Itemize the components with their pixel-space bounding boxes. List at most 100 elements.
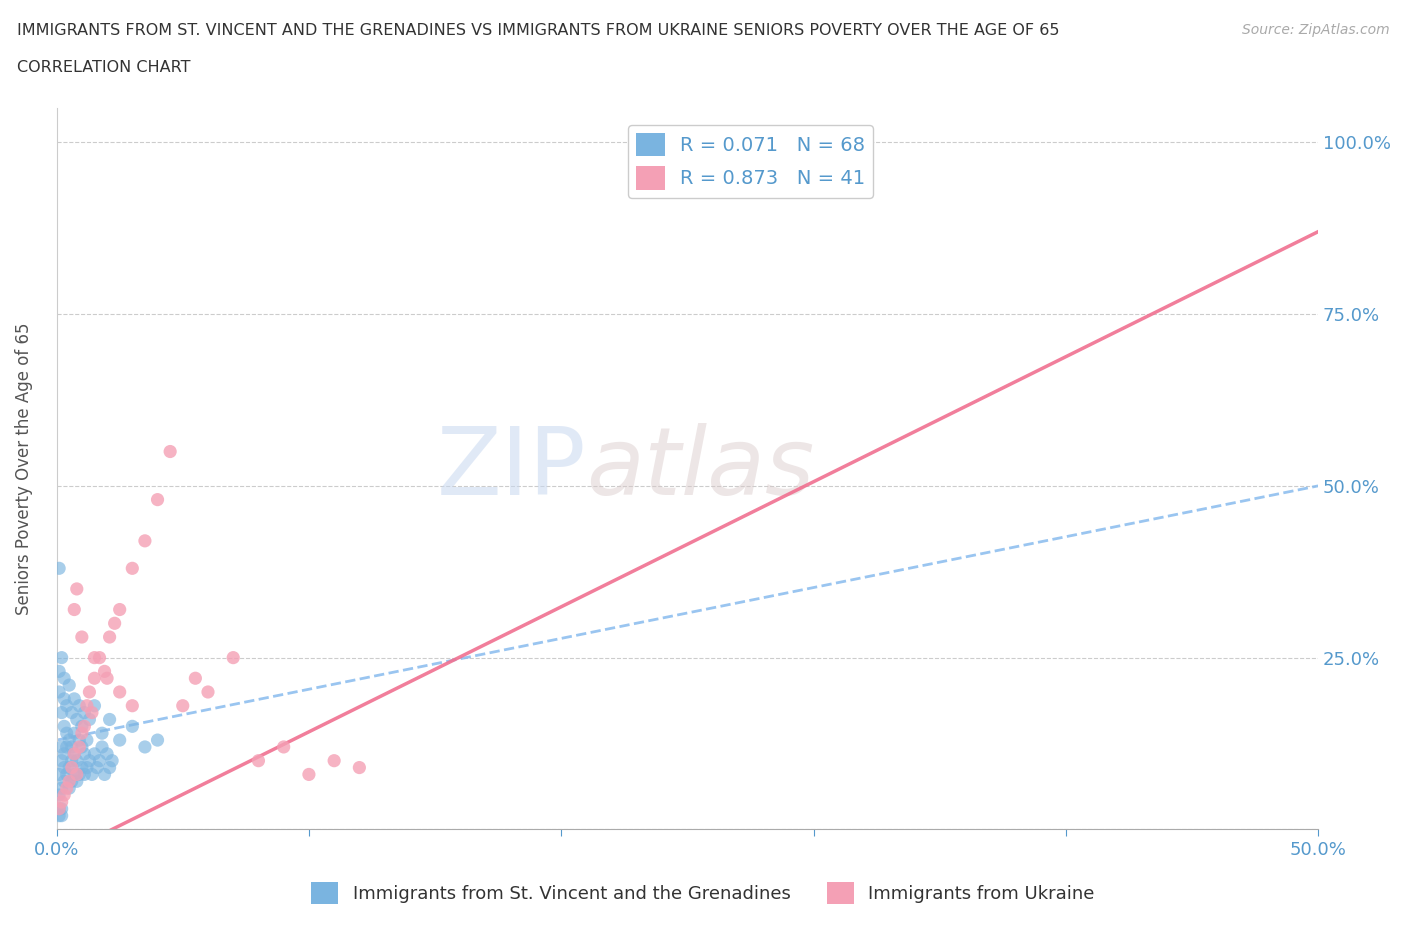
Text: atlas: atlas bbox=[586, 423, 814, 514]
Point bbox=[55, 739, 77, 754]
Point bbox=[172, 698, 194, 713]
Point bbox=[83, 747, 105, 762]
Point bbox=[67, 733, 90, 748]
Point bbox=[134, 534, 156, 549]
Point bbox=[63, 767, 86, 782]
Point bbox=[63, 602, 86, 617]
Point bbox=[108, 733, 131, 748]
Point bbox=[48, 788, 70, 803]
Point bbox=[66, 774, 89, 789]
Point bbox=[48, 664, 70, 679]
Point bbox=[51, 808, 73, 823]
Point bbox=[51, 802, 73, 817]
Point bbox=[83, 698, 105, 713]
Point bbox=[53, 671, 76, 685]
Point bbox=[134, 739, 156, 754]
Point bbox=[66, 767, 89, 782]
Point bbox=[146, 733, 169, 748]
Point bbox=[146, 492, 169, 507]
Point bbox=[91, 739, 114, 754]
Point bbox=[73, 705, 96, 720]
Point bbox=[247, 753, 270, 768]
Point bbox=[53, 788, 76, 803]
Point bbox=[66, 712, 89, 727]
Point bbox=[63, 747, 86, 762]
Point bbox=[98, 630, 121, 644]
Point bbox=[60, 760, 83, 775]
Text: CORRELATION CHART: CORRELATION CHART bbox=[17, 60, 190, 75]
Point bbox=[53, 760, 76, 775]
Point bbox=[159, 445, 181, 459]
Point bbox=[121, 719, 143, 734]
Point bbox=[184, 671, 207, 685]
Point bbox=[349, 760, 371, 775]
Point bbox=[108, 684, 131, 699]
Point bbox=[63, 725, 86, 740]
Point bbox=[222, 650, 245, 665]
Point bbox=[55, 780, 77, 795]
Point bbox=[51, 794, 73, 809]
Point bbox=[70, 719, 93, 734]
Y-axis label: Seniors Poverty Over the Age of 65: Seniors Poverty Over the Age of 65 bbox=[15, 323, 32, 615]
Point bbox=[53, 691, 76, 706]
Point bbox=[55, 767, 77, 782]
Point bbox=[70, 725, 93, 740]
Point bbox=[108, 602, 131, 617]
Text: IMMIGRANTS FROM ST. VINCENT AND THE GRENADINES VS IMMIGRANTS FROM UKRAINE SENIOR: IMMIGRANTS FROM ST. VINCENT AND THE GREN… bbox=[17, 23, 1059, 38]
Point bbox=[96, 747, 118, 762]
Point bbox=[67, 767, 90, 782]
Point bbox=[60, 774, 83, 789]
Point bbox=[58, 733, 80, 748]
Point bbox=[76, 698, 98, 713]
Point bbox=[55, 698, 77, 713]
Point bbox=[51, 753, 73, 768]
Point bbox=[76, 760, 98, 775]
Point bbox=[80, 767, 103, 782]
Point bbox=[48, 684, 70, 699]
Point bbox=[73, 767, 96, 782]
Point bbox=[48, 808, 70, 823]
Legend: R = 0.071   N = 68, R = 0.873   N = 41: R = 0.071 N = 68, R = 0.873 N = 41 bbox=[627, 125, 873, 198]
Point bbox=[79, 684, 101, 699]
Point bbox=[73, 719, 96, 734]
Point bbox=[121, 698, 143, 713]
Point bbox=[67, 698, 90, 713]
Point bbox=[86, 760, 108, 775]
Point bbox=[70, 739, 93, 754]
Point bbox=[66, 581, 89, 596]
Point bbox=[51, 705, 73, 720]
Point bbox=[55, 725, 77, 740]
Point bbox=[53, 719, 76, 734]
Point bbox=[91, 725, 114, 740]
Point bbox=[66, 753, 89, 768]
Point bbox=[89, 650, 111, 665]
Point bbox=[63, 691, 86, 706]
Point bbox=[73, 747, 96, 762]
Point bbox=[63, 747, 86, 762]
Point bbox=[53, 747, 76, 762]
Point bbox=[89, 753, 111, 768]
Point bbox=[664, 149, 686, 164]
Point bbox=[58, 760, 80, 775]
Point bbox=[79, 753, 101, 768]
Point bbox=[58, 678, 80, 693]
Point bbox=[60, 753, 83, 768]
Legend: Immigrants from St. Vincent and the Grenadines, Immigrants from Ukraine: Immigrants from St. Vincent and the Gren… bbox=[304, 875, 1102, 911]
Point bbox=[70, 630, 93, 644]
Point bbox=[58, 780, 80, 795]
Point bbox=[101, 753, 124, 768]
Point bbox=[48, 802, 70, 817]
Point bbox=[273, 739, 295, 754]
Point bbox=[70, 760, 93, 775]
Point bbox=[53, 774, 76, 789]
Point bbox=[80, 705, 103, 720]
Point bbox=[51, 780, 73, 795]
Point bbox=[104, 616, 127, 631]
Text: Source: ZipAtlas.com: Source: ZipAtlas.com bbox=[1241, 23, 1389, 37]
Point bbox=[323, 753, 346, 768]
Point bbox=[298, 767, 321, 782]
Point bbox=[93, 664, 115, 679]
Point bbox=[60, 739, 83, 754]
Point bbox=[197, 684, 219, 699]
Point bbox=[48, 767, 70, 782]
